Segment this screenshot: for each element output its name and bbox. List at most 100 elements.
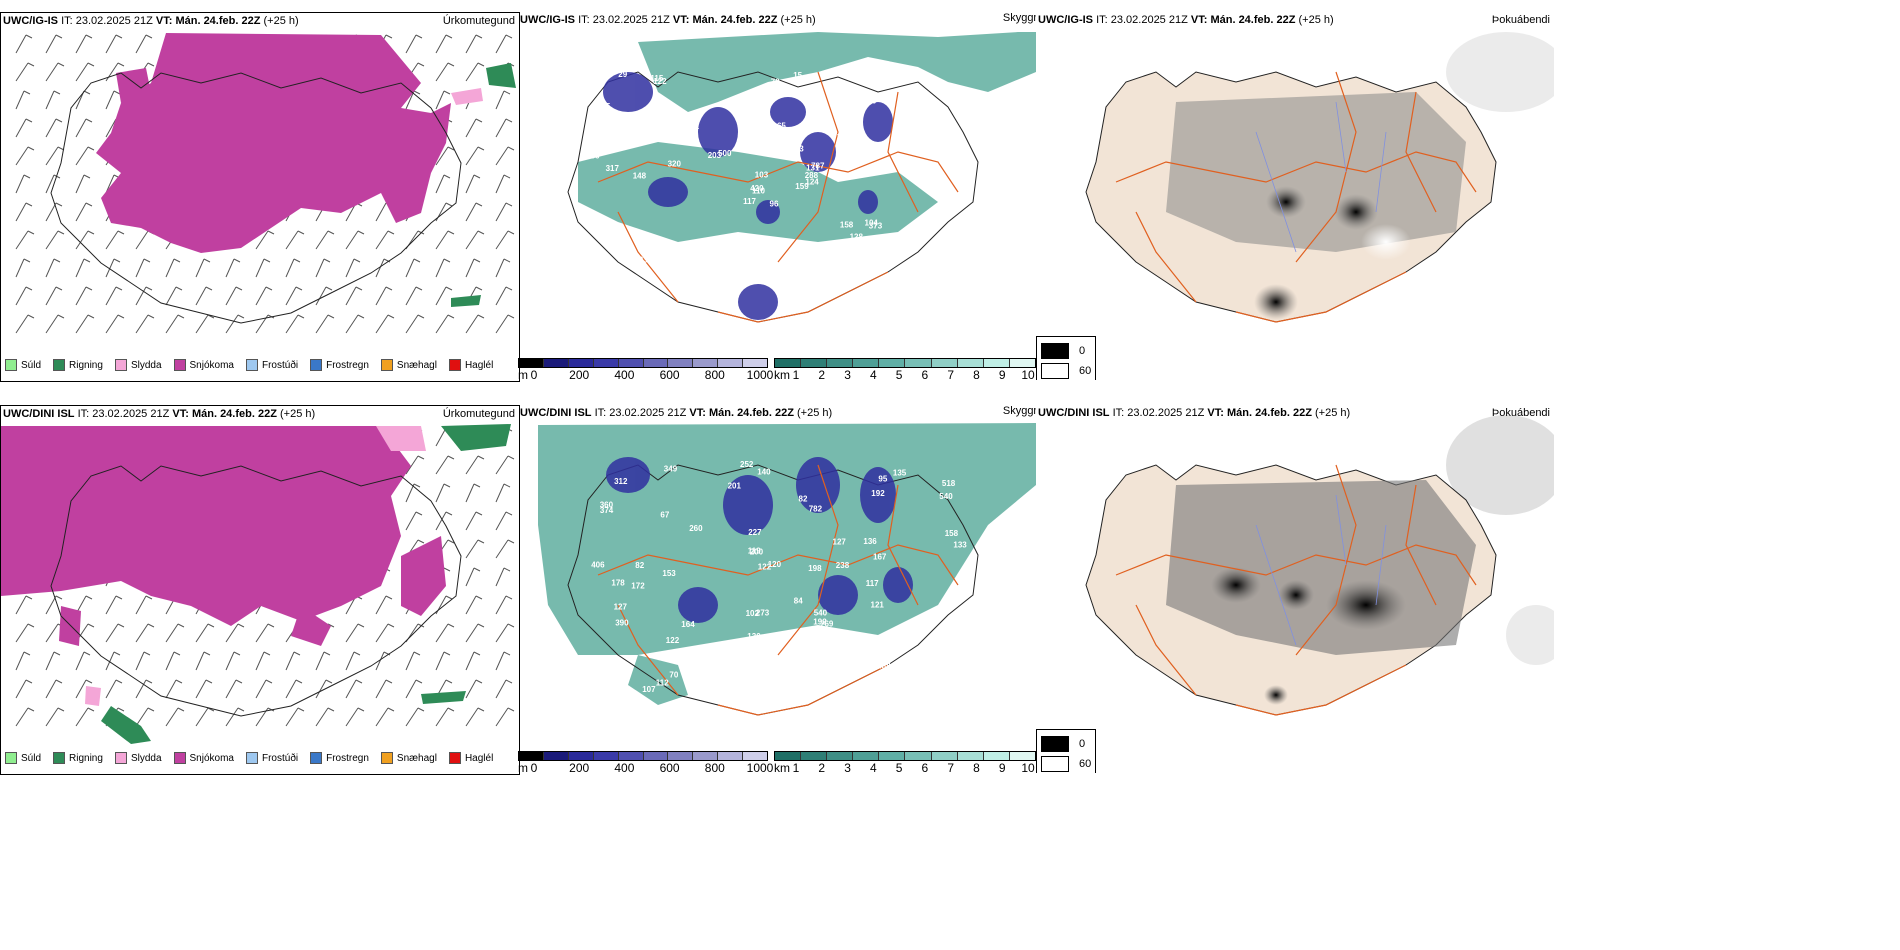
- visibility-label: 403: [790, 144, 804, 153]
- legend-label: Snjókoma: [189, 359, 234, 371]
- visibility-label: 167: [873, 552, 887, 561]
- visibility-label: 203: [708, 151, 722, 160]
- visibility-label: 80: [942, 110, 951, 119]
- wind-barb: [75, 146, 95, 166]
- wind-barb: [495, 567, 511, 587]
- legend-label: Rigning: [69, 752, 103, 764]
- wind-barb: [105, 623, 125, 643]
- visibility-label: 117: [866, 579, 879, 588]
- wind-barb: [255, 623, 275, 643]
- visibility-label: 47: [920, 129, 929, 138]
- wind-barb: [165, 286, 183, 306]
- visibility-labels: 406 140 136 518 360 188 172 782 227 135 120 121 252 3…: [590, 460, 968, 706]
- wind-barb: [45, 679, 63, 699]
- wind-barb: [465, 679, 483, 699]
- visibility-label: 200: [750, 547, 764, 556]
- legend-item: Súld: [5, 359, 41, 371]
- wind-barb: [405, 511, 423, 531]
- wind-barb: [465, 623, 485, 643]
- visibility-label: 131: [686, 122, 700, 131]
- visibility-label: 107: [642, 685, 656, 694]
- wind-barb: [495, 539, 515, 559]
- wind-barb: [15, 174, 31, 194]
- height-colorbar: m 0 200 400 600 800 1000: [518, 751, 773, 773]
- legend-item: Rigning: [53, 359, 103, 371]
- visibility-label: 102: [746, 609, 760, 618]
- wind-barb: [135, 34, 153, 54]
- visibility-label: 130: [747, 632, 761, 641]
- wind-barb: [465, 483, 481, 503]
- wind-barb: [345, 651, 361, 671]
- wind-barb: [435, 62, 455, 82]
- visibility-label: 122: [666, 636, 680, 645]
- wind-barb: [375, 314, 395, 334]
- legend-label: Snæhagl: [396, 752, 437, 764]
- visibility-label: 101: [693, 253, 707, 262]
- wind-barb: [255, 286, 273, 306]
- wind-barb: [465, 651, 481, 671]
- wind-barb: [465, 595, 483, 615]
- wind-barb: [405, 707, 425, 727]
- legend-item: Rigning: [53, 752, 103, 764]
- wind-barb: [285, 230, 305, 250]
- wind-barb: [405, 623, 425, 643]
- low-cloud-blobs: [603, 72, 893, 320]
- wind-barb: [105, 62, 125, 82]
- wind-barb: [465, 539, 485, 559]
- colorbar-tick: 8: [973, 761, 980, 773]
- legend-swatch: [114, 359, 127, 371]
- legend-item: Haglél: [448, 752, 493, 764]
- wind-barb: [435, 511, 453, 531]
- wind-barb: [315, 679, 333, 699]
- wind-barb: [225, 651, 241, 671]
- colorbar-tick: 9: [998, 761, 1006, 773]
- visibility-label: 164: [681, 620, 695, 629]
- wind-barb: [225, 286, 243, 306]
- visibility-label: 121: [871, 600, 885, 609]
- visibility-label: 115: [757, 274, 770, 283]
- legend-item: Slydda: [114, 359, 162, 371]
- visibility-label: 128: [850, 233, 864, 242]
- visibility-label: 111: [617, 276, 630, 285]
- wind-barb: [165, 651, 181, 671]
- wind-barb: [45, 595, 63, 615]
- vis-unit: km: [774, 368, 790, 380]
- wind-barb: [45, 230, 65, 250]
- panel-title: UWC/IG-IS IT: 23.02.2025 21Z VT: Mán. 24…: [520, 14, 816, 26]
- legend-swatch: [114, 752, 127, 764]
- visibility-label: 769: [820, 620, 834, 629]
- wind-barb: [135, 258, 151, 278]
- wind-barb: [405, 286, 423, 306]
- visibility-label: 172: [631, 582, 645, 591]
- wind-barb: [15, 90, 31, 110]
- visibility-label: 208: [829, 668, 843, 677]
- visibility-colorbar: km 1 2 3 4 5 6 7 8 9 10: [774, 751, 1036, 773]
- wind-barb: [495, 258, 511, 278]
- wind-barb: [405, 258, 421, 278]
- legend-item: Snjókoma: [173, 752, 234, 764]
- wind-barb: [75, 679, 93, 699]
- visibility-label: 184: [618, 287, 632, 296]
- wind-barb: [345, 314, 365, 334]
- fog-panel-bottom: UWC/DINI ISL IT: 23.02.2025 21Z VT: Mán.…: [1036, 405, 1554, 773]
- wind-barb: [405, 679, 423, 699]
- panel-title: UWC/IG-IS IT: 23.02.2025 21Z VT: Mán. 24…: [3, 15, 299, 27]
- colorbar-tick: 3: [844, 368, 851, 380]
- colorbar-tick: 6: [921, 368, 929, 380]
- wind-barb: [465, 707, 485, 727]
- legend-item: Slydda: [114, 752, 162, 764]
- visibility-label: 117: [743, 197, 756, 206]
- wind-barb: [435, 651, 451, 671]
- precip-map: [15, 33, 516, 334]
- panel-label: Úrkomutegund: [442, 15, 515, 27]
- wind-barb: [45, 118, 63, 138]
- wind-barb: [435, 623, 455, 643]
- legend-swatch: [310, 752, 323, 764]
- precip-legend: Súld Rigning Slydda Snjókoma Frostúði Frostre…: [5, 359, 493, 371]
- visibility-label: 328: [931, 272, 945, 281]
- legend-item: Snæhagl: [380, 359, 437, 371]
- wind-barb: [195, 679, 213, 699]
- wind-barb: [105, 258, 121, 278]
- visibility-label: 782: [809, 505, 823, 514]
- legend-label: Frostregn: [326, 359, 369, 371]
